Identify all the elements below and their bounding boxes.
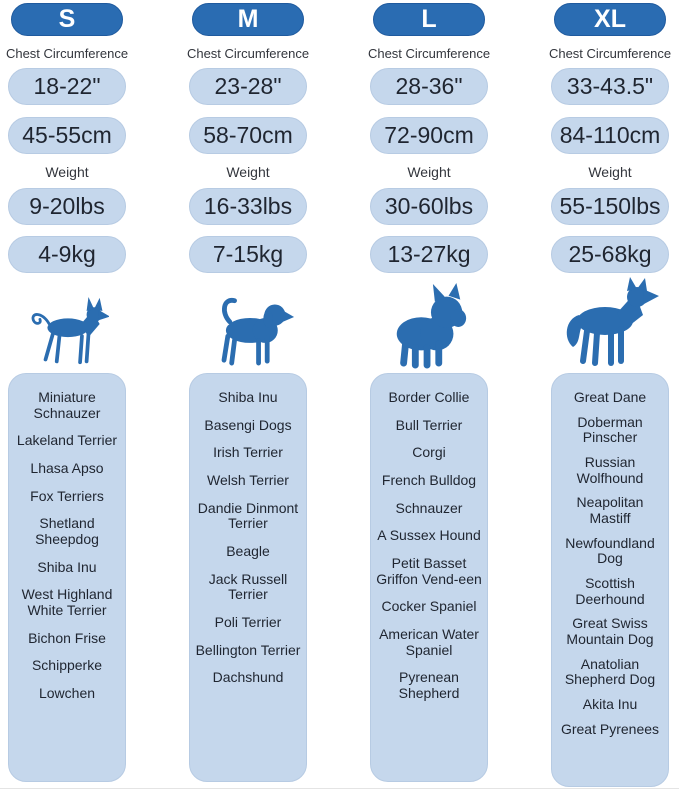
weight-label: Weight [45, 164, 89, 180]
breed-item: Great Swiss Mountain Dog [566, 615, 654, 648]
breed-item: Miniature Schnauzer [33, 389, 101, 421]
breed-item: Beagle [226, 543, 270, 560]
size-badge-l: L [373, 3, 485, 36]
chest-circumference-label: Chest Circumference [186, 46, 310, 61]
weight-lbs-pill: 30-60lbs [370, 188, 488, 225]
size-badge-m: M [192, 3, 304, 36]
size-badge-xl: XL [554, 3, 666, 36]
chest-cm-pill: 72-90cm [370, 117, 488, 154]
weight-kg-pill: 25-68kg [551, 236, 669, 273]
size-column-l: L Chest Circumference 28-36" 72-90cm Wei… [367, 0, 491, 789]
chest-cm-pill: 84-110cm [551, 117, 669, 154]
medium-dog-icon [189, 277, 307, 369]
weight-kg-pill: 7-15kg [189, 236, 307, 273]
chest-inches-pill: 33-43.5" [551, 68, 669, 105]
chest-circumference-label: Chest Circumference [548, 46, 672, 61]
breed-item: Irish Terrier [213, 444, 283, 461]
weight-label: Weight [588, 164, 632, 180]
weight-label: Weight [226, 164, 270, 180]
large-dog-icon [370, 277, 488, 369]
weight-lbs-pill: 16-33lbs [189, 188, 307, 225]
chest-inches-pill: 28-36" [370, 68, 488, 105]
breed-item: Shiba Inu [37, 558, 97, 575]
breed-item: Lowchen [38, 685, 96, 702]
chest-cm-pill: 58-70cm [189, 117, 307, 154]
breed-item: Shetland Sheepdog [35, 515, 99, 548]
breed-item: Doberman Pinscher [577, 413, 643, 446]
chest-circumference-label: Chest Circumference [367, 46, 491, 61]
breed-list: Shiba Inu Basengi Dogs Irish Terrier Wel… [189, 373, 307, 782]
weight-label: Weight [407, 164, 451, 180]
breed-item: Great Pyrenees [560, 720, 660, 737]
breed-item: Lhasa Apso [30, 460, 104, 477]
breed-item: Bull Terrier [395, 416, 463, 433]
breed-item: Akita Inu [582, 696, 638, 713]
breed-item: Dachshund [212, 669, 284, 686]
breed-item: Lakeland Terrier [16, 432, 118, 449]
breed-item: Newfoundland Dog [565, 534, 655, 567]
breed-item: Cocker Spaniel [381, 598, 477, 615]
weight-lbs-pill: 9-20lbs [8, 188, 126, 225]
weight-kg-pill: 4-9kg [8, 236, 126, 273]
breed-item: Bellington Terrier [195, 641, 301, 658]
breed-item: Corgi [412, 444, 446, 461]
breed-item: West Highland White Terrier [21, 586, 113, 619]
xlarge-dog-icon [551, 277, 669, 369]
breed-item: American Water Spaniel [379, 626, 479, 658]
breed-item: Dandie Dinmont Terrier [197, 499, 299, 532]
breed-item: Jack Russell Terrier [208, 570, 288, 603]
breed-item: Anatolian Shepherd Dog [564, 655, 656, 688]
breed-item: Pyrenean Shepherd [398, 669, 460, 702]
breed-item: Russian Wolfhound [576, 454, 644, 486]
breed-item: Shiba Inu [218, 389, 278, 405]
chest-inches-pill: 18-22" [8, 68, 126, 105]
breed-list: Great Dane Doberman Pinscher Russian Wol… [551, 373, 669, 787]
breed-item: Schnauzer [395, 499, 463, 516]
small-dog-icon [8, 277, 126, 369]
size-column-xl: XL Chest Circumference 33-43.5" 84-110cm… [548, 0, 672, 789]
weight-kg-pill: 13-27kg [370, 236, 488, 273]
size-badge-s: S [11, 3, 123, 36]
breed-item: Scottish Deerhound [575, 575, 645, 607]
chest-circumference-label: Chest Circumference [5, 46, 129, 61]
chest-cm-pill: 45-55cm [8, 117, 126, 154]
breed-item: French Bulldog [381, 472, 477, 489]
breed-item: Welsh Terrier [207, 472, 289, 489]
breed-item: Schipperke [31, 657, 103, 674]
breed-item: Great Dane [573, 389, 647, 405]
size-column-s: S Chest Circumference 18-22" 45-55cm Wei… [5, 0, 129, 789]
chest-inches-pill: 23-28" [189, 68, 307, 105]
breed-list: Miniature Schnauzer Lakeland Terrier Lha… [8, 373, 126, 782]
breed-list: Border Collie Bull Terrier Corgi French … [370, 373, 488, 782]
breed-item: Poli Terrier [214, 614, 282, 631]
breed-item: Border Collie [388, 389, 470, 405]
weight-lbs-pill: 55-150lbs [551, 188, 669, 225]
size-column-m: M Chest Circumference 23-28" 58-70cm Wei… [186, 0, 310, 789]
breed-item: Fox Terriers [30, 487, 104, 504]
breed-item: Bichon Frise [28, 629, 106, 646]
breed-item: Neapolitan Mastiff [576, 494, 644, 527]
breed-item: Basengi Dogs [204, 416, 292, 433]
breed-item: A Sussex Hound [377, 527, 481, 544]
breed-item: Petit Basset Griffon Vend-een [376, 555, 482, 587]
